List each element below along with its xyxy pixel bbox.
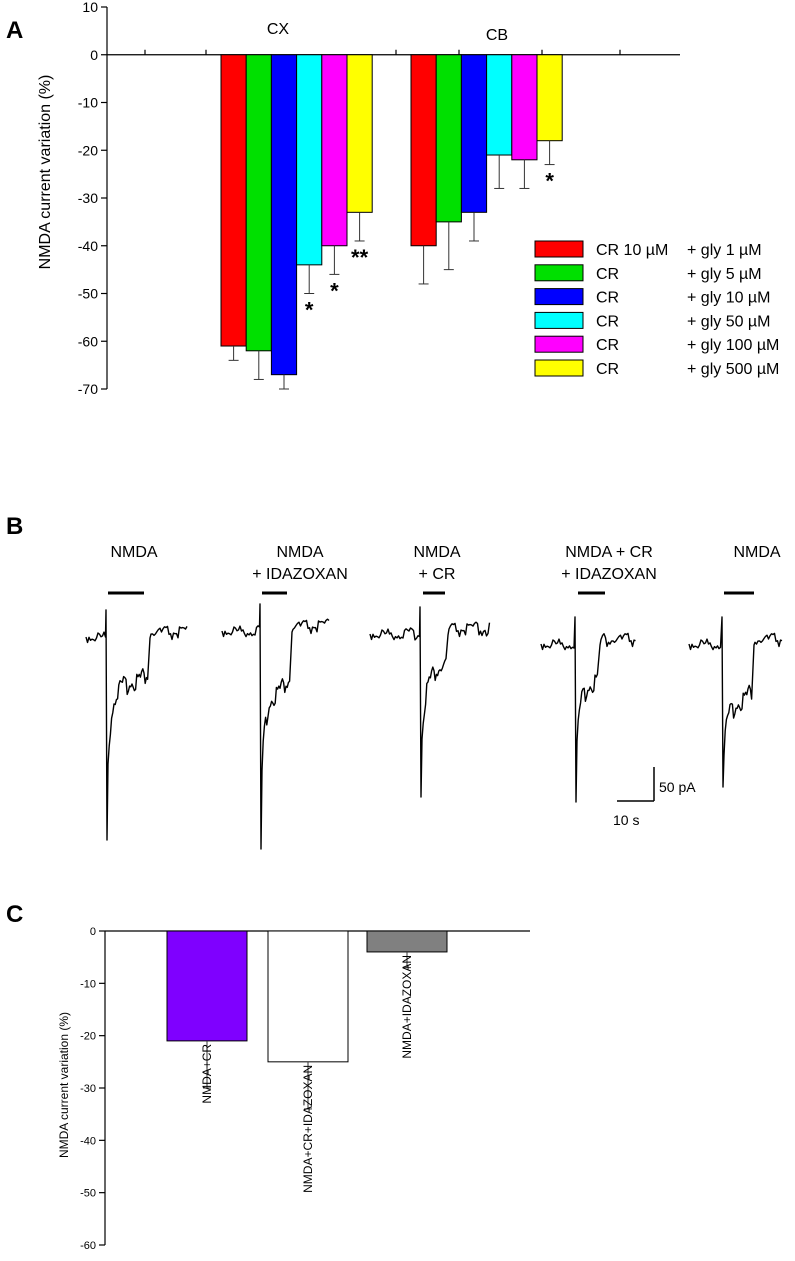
- trace-label: + IDAZOXAN: [252, 566, 348, 583]
- category-label: NMDA+CR+IDAZOXAN: [301, 1065, 315, 1193]
- y-tick-label: -20: [80, 1031, 96, 1043]
- panel-c-label: C: [6, 901, 23, 928]
- legend-label-left: CR 10 µM: [596, 242, 668, 259]
- bar: [366, 930, 448, 953]
- significance-marker: *: [330, 278, 339, 303]
- legend-label-right: + gly 10 µM: [687, 290, 770, 307]
- y-tick-label: -10: [80, 978, 96, 990]
- y-tick-label: -30: [80, 1083, 96, 1095]
- significance-marker: *: [545, 169, 554, 194]
- legend-label-left: CR: [596, 361, 619, 378]
- bar: [270, 54, 298, 376]
- group-label-cb: CB: [486, 27, 508, 44]
- trace-label: + IDAZOXAN: [561, 566, 657, 583]
- legend-swatch: [534, 288, 584, 306]
- panel-a-axes: 10 0 -10 -20 -30 -40 -50 -60 -70: [78, 0, 680, 397]
- bar: [296, 54, 323, 266]
- panel-c-bars: NMDA+CR NMDA+CR+IDAZOXAN NMDA+IDAZOXAN: [166, 930, 448, 1193]
- panel-b: B NMDA NMDA + IDAZOXAN NMDA + CR NMDA + CR + I…: [6, 513, 783, 850]
- y-tick-label: -70: [78, 381, 98, 397]
- panel-b-label: B: [6, 513, 23, 540]
- legend-swatch: [534, 264, 584, 282]
- legend-label-right: + gly 50 µM: [687, 313, 770, 330]
- y-tick-label: -40: [80, 1135, 96, 1147]
- current-trace: [369, 606, 491, 798]
- bar: [410, 54, 437, 247]
- legend-label-left: CR: [596, 290, 619, 307]
- y-tick-label: 0: [90, 47, 98, 63]
- bar: [511, 54, 538, 161]
- panel-a: A CX CB NMDA current variation (%) 10 0 -1…: [6, 0, 779, 397]
- current-trace: [85, 609, 188, 841]
- legend-label-right: + gly 100 µM: [687, 337, 779, 354]
- panel-a-y-axis-label: NMDA current variation (%): [37, 75, 54, 270]
- category-label: NMDA+CR: [200, 1044, 214, 1104]
- trace-label: NMDA + CR: [565, 544, 653, 561]
- bar: [267, 930, 349, 1063]
- legend-swatch: [534, 359, 584, 377]
- legend-label-left: CR: [596, 337, 619, 354]
- legend-label-left: CR: [596, 313, 619, 330]
- panel-a-bars: *****: [220, 54, 563, 390]
- y-tick-label: -10: [78, 95, 98, 111]
- trace-label: NMDA: [413, 544, 460, 561]
- current-trace: [540, 616, 636, 803]
- bar: [321, 54, 348, 247]
- panel-b-traces: NMDA NMDA + IDAZOXAN NMDA + CR NMDA + CR + IDA…: [85, 544, 783, 850]
- y-tick-label: -60: [78, 333, 98, 349]
- scale-bar: 50 pA 10 s: [613, 767, 696, 828]
- panel-c-y-axis-label: NMDA current variation (%): [57, 1012, 71, 1158]
- bar: [460, 54, 488, 213]
- trace-label: + CR: [419, 566, 456, 583]
- y-tick-label: -40: [78, 238, 98, 254]
- category-label: NMDA+IDAZOXAN: [400, 955, 414, 1059]
- group-label-cx: CX: [267, 21, 290, 38]
- legend-label-right: + gly 1 µM: [687, 242, 762, 259]
- trace-label: NMDA: [733, 544, 780, 561]
- current-trace: [221, 603, 330, 850]
- bar: [220, 54, 247, 347]
- legend-label-left: CR: [596, 266, 619, 283]
- y-tick-label: -20: [78, 142, 98, 158]
- bar: [166, 930, 248, 1042]
- significance-marker: **: [351, 245, 369, 270]
- panel-a-legend: CR 10 µM + gly 1 µM CR + gly 5 µM CR + gly 10…: [534, 240, 779, 378]
- trace-label: NMDA: [110, 544, 157, 561]
- significance-marker: *: [305, 298, 314, 323]
- bar: [346, 54, 373, 213]
- y-tick-label: 0: [90, 926, 96, 938]
- y-tick-label: 10: [82, 0, 98, 15]
- scale-bar-current-label: 50 pA: [659, 779, 696, 795]
- panel-c: C NMDA current variation (%) 0 -10 -20 -30 -…: [6, 901, 530, 1252]
- bar: [435, 54, 462, 223]
- current-trace: [688, 616, 783, 788]
- y-tick-label: -30: [78, 190, 98, 206]
- bar: [536, 54, 563, 142]
- legend-swatch: [534, 311, 584, 329]
- y-tick-label: -50: [78, 286, 98, 302]
- trace-label: NMDA: [276, 544, 323, 561]
- scale-bar-time-label: 10 s: [613, 812, 639, 828]
- legend-swatch: [534, 240, 584, 258]
- legend-swatch: [534, 335, 584, 353]
- bar: [245, 54, 272, 352]
- legend-label-right: + gly 5 µM: [687, 266, 762, 283]
- legend-label-right: + gly 500 µM: [687, 361, 779, 378]
- y-tick-label: -60: [80, 1240, 96, 1252]
- panel-a-label: A: [6, 17, 23, 44]
- y-tick-label: -50: [80, 1188, 96, 1200]
- bar: [486, 54, 513, 156]
